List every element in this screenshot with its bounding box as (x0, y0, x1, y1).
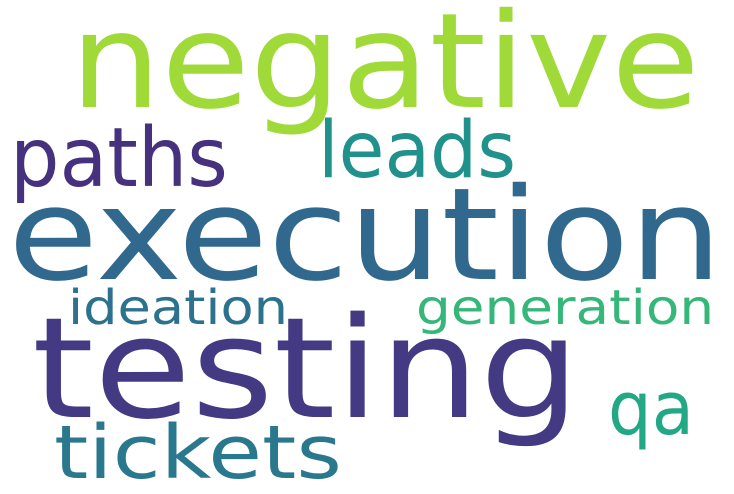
word-leads: leads (318, 106, 517, 196)
word-generation: generation (416, 280, 715, 336)
word-testing: testing (32, 288, 580, 451)
word-qa: qa (608, 366, 694, 452)
word-ideation: ideation (68, 280, 289, 336)
word-tickets: tickets (54, 410, 342, 494)
word-paths: paths (10, 111, 228, 206)
word-execution: execution (8, 161, 723, 310)
word-negative: negative (70, 0, 700, 139)
